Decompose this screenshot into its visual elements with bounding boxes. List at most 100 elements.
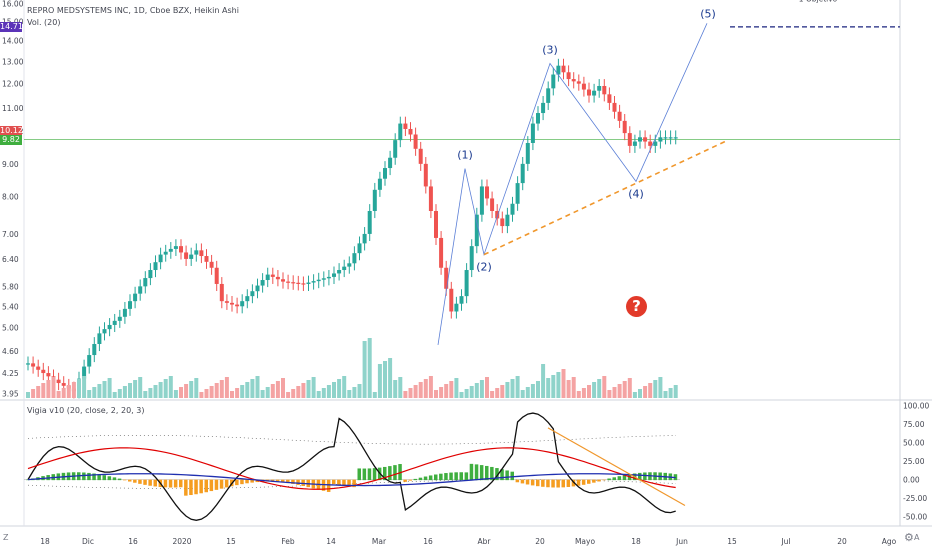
time-tick: 16: [128, 537, 138, 546]
volume-bar: [148, 388, 153, 398]
time-tick: 18: [631, 537, 641, 546]
histogram-bar: [143, 479, 147, 485]
time-tick: Abr: [478, 537, 492, 546]
volume-bar: [66, 385, 71, 398]
time-tick: Ago: [882, 537, 897, 546]
volume-bar: [459, 392, 464, 398]
volume-bar: [168, 376, 173, 398]
histogram-bar: [209, 479, 214, 492]
candle-body: [275, 276, 280, 280]
volume-bar: [250, 379, 255, 398]
candle-body: [291, 282, 296, 284]
candle-body: [541, 102, 546, 114]
volume-bar: [255, 376, 260, 398]
volume-bar: [296, 386, 301, 398]
histogram-bar: [194, 479, 198, 495]
histogram-bar: [357, 468, 361, 481]
candle-body: [520, 163, 525, 184]
candle-body: [337, 270, 342, 274]
question-icon: ?: [626, 296, 647, 317]
candle-body: [46, 373, 51, 377]
candle-body: [158, 254, 163, 263]
upper-band: [27, 434, 677, 445]
time-tick: Mayo: [575, 537, 596, 546]
volume-bar: [495, 388, 500, 398]
histogram-bar: [383, 466, 387, 481]
volume-bar: [393, 380, 398, 398]
candle-body: [622, 120, 627, 134]
price-tick: 13.00: [2, 57, 24, 66]
candle-body: [102, 329, 107, 334]
histogram-bar: [439, 473, 443, 481]
gear-icon[interactable]: ⚙: [904, 531, 914, 544]
histogram-bar: [536, 479, 540, 487]
candle-body: [332, 273, 336, 277]
histogram-bar: [128, 479, 132, 482]
candle-body: [612, 102, 617, 112]
price-badge-target: 14.71: [0, 21, 23, 32]
time-tick: 20: [535, 537, 545, 546]
indicator-tick: 100.00: [903, 402, 929, 411]
candle-body: [199, 250, 204, 257]
price-tick: 12.00: [2, 80, 24, 89]
histogram-bar: [133, 479, 137, 483]
candle-body: [138, 286, 143, 294]
wave-label: (2): [476, 261, 492, 274]
candle-body: [444, 267, 449, 289]
histogram-bar: [551, 479, 555, 488]
histogram-bar: [82, 472, 86, 481]
time-tick: 2020: [172, 537, 191, 546]
histogram-bar: [597, 479, 601, 482]
volume-bar: [377, 364, 382, 398]
volume-bar: [403, 391, 408, 398]
histogram-bar: [464, 472, 469, 481]
candle-body: [311, 281, 316, 283]
volume-bar: [97, 384, 102, 398]
volume-bar: [592, 382, 597, 398]
volume-bar: [668, 388, 673, 398]
histogram-bar: [107, 476, 112, 481]
volume-bar: [158, 382, 163, 398]
volume-label: Vol. (20): [27, 18, 61, 27]
volume-bar: [474, 383, 479, 398]
time-tick: Jun: [675, 537, 688, 546]
volume-bar: [372, 392, 377, 398]
histogram-bar: [342, 479, 346, 486]
histogram-bar: [240, 479, 244, 485]
oscillator-line-blue: [27, 473, 676, 487]
auto-scale-button[interactable]: A: [914, 533, 920, 542]
candle-body: [673, 137, 678, 139]
histogram-bar: [495, 468, 499, 481]
volume-bar: [117, 389, 122, 398]
volume-bar: [536, 381, 540, 398]
histogram-bar: [418, 477, 423, 481]
volume-bar: [551, 375, 556, 398]
volume-bar: [199, 392, 204, 398]
volume-bar: [102, 381, 107, 398]
volume-bar: [398, 377, 403, 398]
volume-bar: [388, 358, 393, 398]
volume-bar: [204, 389, 209, 398]
zoom-button[interactable]: Z: [3, 533, 9, 542]
candle-body: [597, 85, 602, 91]
candle-body: [393, 140, 398, 158]
candle-body: [112, 320, 117, 325]
volume-bar: [209, 386, 214, 398]
elliott-wave-line: [437, 23, 708, 346]
candle-body: [163, 251, 168, 255]
volume-bar: [423, 379, 428, 398]
volume-bar: [617, 384, 622, 398]
histogram-bar: [622, 475, 627, 481]
histogram-bar: [204, 479, 208, 493]
volume-bar: [638, 389, 642, 398]
histogram-bar: [561, 479, 565, 488]
candle-body: [576, 81, 581, 84]
candle-body: [449, 288, 454, 312]
histogram-bar: [245, 479, 249, 484]
volume-bar: [597, 379, 602, 398]
candle-body: [638, 137, 642, 142]
price-tick: 5.00: [2, 324, 19, 333]
volume-bar: [632, 392, 637, 398]
candle-body: [632, 141, 637, 146]
price-badge-current: 9.82: [0, 134, 22, 145]
